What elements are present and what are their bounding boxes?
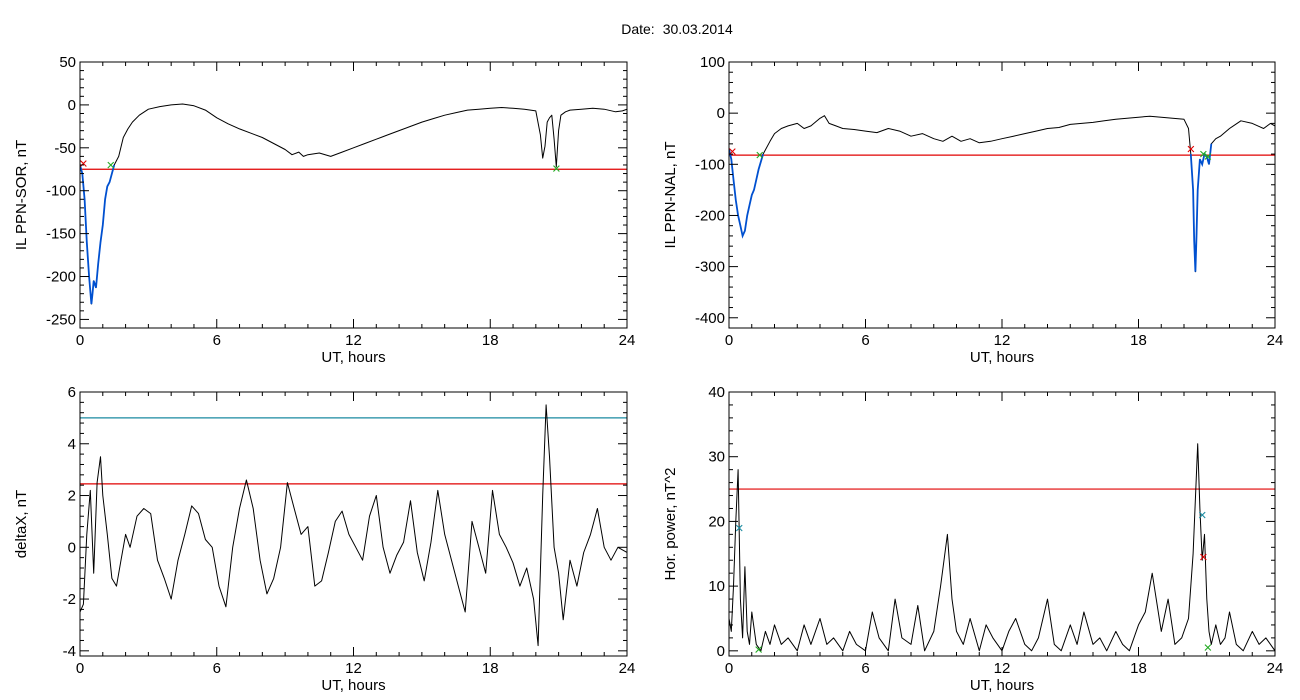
y-tick-label: -150 <box>46 226 76 243</box>
y-tick-label: 30 <box>708 449 725 466</box>
x-tick-label: 12 <box>994 660 1011 677</box>
x-tick-label: 6 <box>213 332 221 349</box>
marker-green: × <box>755 147 764 164</box>
y-tick-label: -250 <box>46 311 76 328</box>
y-axis-title: Hor. power, nT^2 <box>662 468 679 581</box>
marker-red: × <box>728 144 737 161</box>
y-tick-label: 20 <box>708 513 725 530</box>
y-tick-label: -100 <box>46 183 76 200</box>
x-tick-label: 12 <box>345 332 362 349</box>
y-tick-label: 0 <box>68 97 76 114</box>
y-axis-title: IL PPN-NAL, nT <box>662 142 679 249</box>
marker-red: × <box>1186 141 1195 158</box>
highlight-segment <box>729 148 764 239</box>
x-tick-label: 24 <box>619 332 636 349</box>
y-tick-label: 2 <box>68 488 76 505</box>
marker-red: × <box>79 155 88 172</box>
x-tick-label: 18 <box>1130 332 1147 349</box>
marker-green: × <box>106 157 115 174</box>
x-axis-title: UT, hours <box>321 677 385 694</box>
panel-ppn-sor: × × × 0 6 12 18 24 -250 -200 -150 -100 -50 0 50 UT, hou… <box>13 54 635 366</box>
y-tick-label: -200 <box>46 269 76 286</box>
date-title: Date: 30.03.2014 <box>621 21 733 37</box>
marker-blue: × <box>735 520 744 537</box>
marker-red: × <box>1199 549 1208 566</box>
y-tick-label: -50 <box>54 140 76 157</box>
panel-hor-power: × × × × × 0 6 12 18 24 0 10 20 30 40 UT, hours Hor. powe… <box>662 384 1283 694</box>
y-tick-label: -100 <box>695 156 725 173</box>
plot-frame <box>728 391 1276 657</box>
y-tick-label: 0 <box>717 105 725 122</box>
y-tick-label: -200 <box>695 207 725 224</box>
y-tick-label: 4 <box>68 436 76 453</box>
plot-frame <box>79 61 628 329</box>
x-tick-label: 0 <box>76 660 84 677</box>
x-tick-label: 0 <box>725 332 733 349</box>
x-tick-label: 18 <box>482 332 499 349</box>
y-tick-label: 6 <box>68 384 76 401</box>
series-line <box>80 103 627 305</box>
marker-green: × <box>552 160 561 177</box>
series-line <box>80 404 627 647</box>
y-tick-label: -400 <box>695 310 725 327</box>
marker-green: × <box>754 642 763 659</box>
marker-green: × <box>1204 149 1213 166</box>
x-tick-label: 0 <box>725 660 733 677</box>
x-tick-label: 12 <box>994 332 1011 349</box>
y-tick-label: 50 <box>59 54 76 71</box>
y-axis-title: deltaX, nT <box>13 490 30 558</box>
marker-blue: × <box>1198 507 1207 524</box>
y-tick-label: -2 <box>63 591 76 608</box>
highlight-segment <box>80 164 116 305</box>
x-tick-label: 0 <box>76 332 84 349</box>
x-tick-label: 6 <box>861 660 869 677</box>
x-tick-label: 24 <box>619 660 636 677</box>
x-tick-label: 24 <box>1267 332 1284 349</box>
x-tick-label: 18 <box>1130 660 1147 677</box>
date-value: 30.03.2014 <box>663 21 733 37</box>
x-tick-label: 6 <box>213 660 221 677</box>
y-tick-label: 0 <box>717 643 725 660</box>
y-tick-label: 40 <box>708 384 725 401</box>
y-tick-label: 10 <box>708 578 725 595</box>
x-tick-label: 18 <box>482 660 499 677</box>
series-line <box>729 443 1275 652</box>
x-tick-label: 12 <box>345 660 362 677</box>
y-axis-title: IL PPN-SOR, nT <box>13 140 30 250</box>
x-axis-title: UT, hours <box>970 349 1034 366</box>
y-tick-label: 100 <box>700 54 725 71</box>
x-axis-title: UT, hours <box>970 677 1034 694</box>
highlight-segment <box>1189 143 1213 272</box>
x-axis-title: UT, hours <box>321 349 385 366</box>
x-tick-label: 6 <box>861 332 869 349</box>
y-tick-label: -300 <box>695 259 725 276</box>
marker-green: × <box>1204 640 1213 657</box>
y-tick-label: -4 <box>63 643 76 660</box>
marker-green: × <box>1199 146 1208 163</box>
x-tick-label: 24 <box>1267 660 1284 677</box>
y-tick-label: 0 <box>68 539 76 556</box>
date-label: Date: <box>621 21 654 37</box>
